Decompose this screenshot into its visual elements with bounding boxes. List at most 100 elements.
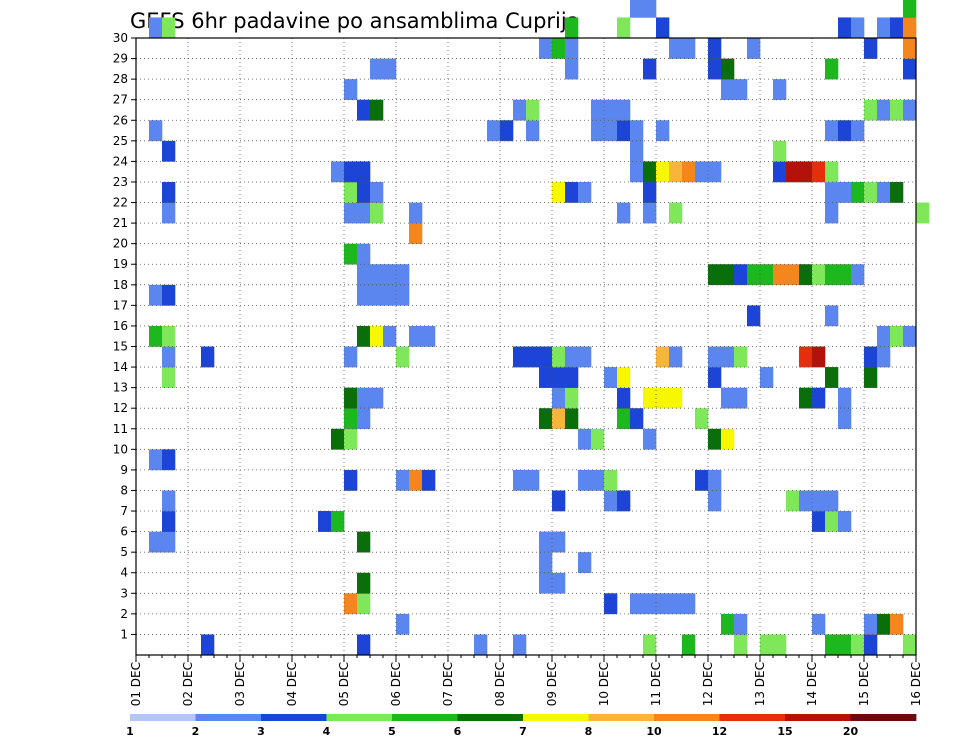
heatmap-cell: [864, 99, 878, 121]
heatmap-cell: [656, 346, 670, 368]
heatmap-cell: [812, 264, 826, 286]
heatmap-cell: [877, 325, 891, 347]
heatmap-cell: [617, 408, 631, 430]
heatmap-cell: [656, 120, 670, 142]
heatmap-cell: [825, 511, 839, 532]
heatmap-cell: [396, 346, 410, 368]
heatmap-cell: [708, 367, 722, 388]
heatmap-cell: [617, 17, 631, 39]
heatmap-cell: [890, 17, 904, 39]
heatmap-cell: [734, 264, 748, 286]
heatmap-cell: [591, 469, 605, 491]
heatmap-cell: [565, 38, 579, 59]
heatmap-cell: [552, 367, 566, 388]
y-tick-label: 5: [120, 545, 128, 559]
y-tick-label: 8: [120, 483, 128, 497]
heatmap-cell: [643, 593, 657, 615]
heatmap-cell: [643, 428, 657, 450]
colorbar-swatch: [392, 714, 458, 721]
heatmap-cell: [812, 161, 826, 183]
heatmap-cell: [773, 140, 787, 162]
x-tick-label: 13 DEC: [753, 662, 767, 706]
y-tick-label: 13: [113, 381, 128, 395]
heatmap-cell: [526, 120, 540, 142]
heatmap-cell: [643, 181, 657, 203]
heatmap-cell: [825, 202, 839, 224]
heatmap-cell: [877, 17, 891, 39]
y-tick-label: 26: [113, 113, 128, 127]
heatmap-cell: [708, 346, 722, 368]
heatmap-cell: [162, 346, 176, 368]
y-tick-label: 10: [113, 442, 128, 456]
heatmap-cell: [344, 408, 358, 430]
x-tick-label: 11 DEC: [649, 662, 663, 706]
heatmap-cell: [162, 511, 176, 532]
colorbar-label: 7: [519, 725, 527, 738]
heatmap-cell: [162, 367, 176, 388]
heatmap-cell: [370, 99, 384, 121]
heatmap-cell: [591, 99, 605, 121]
heatmap-cell: [812, 613, 826, 635]
heatmap-cell: [890, 325, 904, 347]
heatmap-cell: [799, 264, 813, 286]
heatmap-cell: [864, 346, 878, 368]
heatmap-cell: [799, 161, 813, 183]
heatmap-cell: [682, 634, 696, 656]
heatmap-cell: [344, 202, 358, 224]
heatmap-cell: [552, 408, 566, 430]
heatmap-cell: [344, 346, 358, 368]
heatmap-cell: [799, 346, 813, 368]
y-tick-label: 16: [113, 319, 128, 333]
heatmap-cell: [487, 120, 501, 142]
heatmap-cell: [565, 367, 579, 388]
x-tick-label: 03 DEC: [233, 662, 247, 706]
heatmap-cell: [812, 511, 826, 532]
heatmap-cell: [162, 490, 176, 512]
heatmap-cell: [643, 161, 657, 183]
heatmap-cell: [838, 120, 852, 142]
heatmap-cell: [318, 511, 332, 532]
heatmap-cell: [409, 469, 423, 491]
colorbar-swatch: [523, 714, 589, 721]
heatmap-cell: [734, 387, 748, 409]
heatmap-cell: [383, 325, 397, 347]
heatmap-cell: [370, 58, 384, 80]
colorbar-swatch: [588, 714, 655, 721]
x-tick-label: 06 DEC: [389, 662, 403, 706]
heatmap-cell: [357, 284, 371, 306]
chart-title: GEFS 6hr padavine po ansamblima Cuprija: [130, 9, 580, 33]
heatmap-cell: [565, 387, 579, 409]
heatmap-cell: [539, 367, 553, 388]
heatmap-cell: [604, 593, 618, 615]
heatmap-cell: [864, 634, 878, 656]
heatmap-cell: [409, 223, 423, 244]
heatmap-cell: [331, 428, 345, 450]
heatmap-cell: [760, 367, 774, 388]
heatmap-cell: [721, 387, 735, 409]
y-tick-label: 30: [113, 31, 128, 45]
heatmap-cell: [708, 58, 722, 80]
y-tick-label: 20: [113, 237, 128, 251]
heatmap-cell: [578, 469, 592, 491]
heatmap-cell: [643, 58, 657, 80]
heatmap-cell: [344, 387, 358, 409]
colorbar-swatch: [326, 714, 393, 721]
heatmap-cell: [617, 490, 631, 512]
heatmap-cell: [149, 449, 163, 471]
y-tick-label: 24: [113, 154, 128, 168]
heatmap-cell: [357, 181, 371, 203]
heatmap-cell: [552, 38, 566, 59]
heatmap-cell: [370, 181, 384, 203]
colorbar-label: 15: [777, 725, 792, 738]
heatmap-cell: [838, 181, 852, 203]
y-tick-label: 14: [113, 360, 128, 374]
heatmap-cell: [617, 202, 631, 224]
heatmap-cell: [903, 38, 917, 59]
heatmap-cell: [357, 243, 371, 265]
heatmap-cell: [643, 387, 657, 409]
heatmap-cell: [656, 387, 670, 409]
heatmap-cell: [851, 120, 865, 142]
heatmap-cell: [643, 0, 657, 18]
heatmap-cell: [630, 161, 644, 183]
colorbar-label: 12: [712, 725, 727, 738]
